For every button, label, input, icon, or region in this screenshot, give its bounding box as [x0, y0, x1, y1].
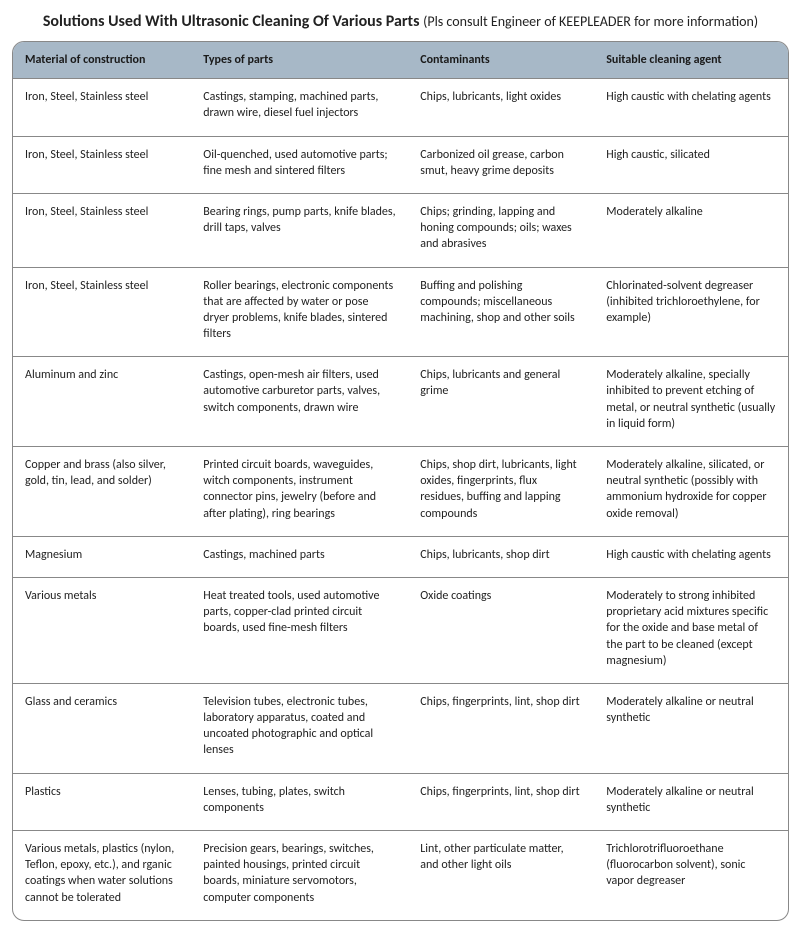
cell-types: Lenses, tubing, plates, switch component… — [191, 773, 408, 830]
table-row: Aluminum and zinc Castings, open-mesh ai… — [13, 357, 788, 447]
cell-material: Iron, Steel, Stainless steel — [13, 267, 191, 357]
cell-contaminants: Chips; grinding, lapping and honing comp… — [408, 193, 594, 267]
table-row: Various metals, plastics (nylon, Teflon,… — [13, 831, 788, 920]
cell-types: Bearing rings, pump parts, knife blades,… — [191, 193, 408, 267]
table-header-row: Material of construction Types of parts … — [13, 42, 788, 79]
cell-material: Plastics — [13, 773, 191, 830]
header-material: Material of construction — [13, 42, 191, 79]
table-row: Iron, Steel, Stainless steel Castings, s… — [13, 79, 788, 136]
table-row: Various metals Heat treated tools, used … — [13, 577, 788, 683]
cell-contaminants: Lint, other particulate matter, and othe… — [408, 831, 594, 920]
cell-types: Castings, stamping, machined parts, draw… — [191, 79, 408, 136]
cell-material: Iron, Steel, Stainless steel — [13, 79, 191, 136]
header-agent: Suitable cleaning agent — [594, 42, 788, 79]
cell-agent: Moderately to strong inhibited proprieta… — [594, 577, 788, 683]
table-row: Iron, Steel, Stainless steel Roller bear… — [13, 267, 788, 357]
cell-agent: High caustic with chelating agents — [594, 79, 788, 136]
cell-material: Various metals, plastics (nylon, Teflon,… — [13, 831, 191, 920]
cell-types: Television tubes, electronic tubes, labo… — [191, 683, 408, 773]
cell-contaminants: Carbonized oil grease, carbon smut, heav… — [408, 136, 594, 193]
solutions-table: Material of construction Types of parts … — [13, 42, 788, 920]
cell-material: Iron, Steel, Stainless steel — [13, 136, 191, 193]
cell-types: Printed circuit boards, waveguides, witc… — [191, 447, 408, 537]
cell-contaminants: Chips, shop dirt, lubricants, light oxid… — [408, 447, 594, 537]
cell-types: Oil-quenched, used automotive parts; fin… — [191, 136, 408, 193]
cell-agent: Moderately alkaline, silicated, or neutr… — [594, 447, 788, 537]
cell-agent: High caustic, silicated — [594, 136, 788, 193]
title-main: Solutions Used With Ultrasonic Cleaning … — [43, 12, 420, 31]
cell-material: Magnesium — [13, 536, 191, 577]
solutions-table-container: Material of construction Types of parts … — [12, 41, 789, 921]
header-contaminants: Contaminants — [408, 42, 594, 79]
table-row: Plastics Lenses, tubing, plates, switch … — [13, 773, 788, 830]
cell-material: Aluminum and zinc — [13, 357, 191, 447]
table-row: Magnesium Castings, machined parts Chips… — [13, 536, 788, 577]
cell-agent: Trichlorotrifluoroethane (fluorocarbon s… — [594, 831, 788, 920]
cell-types: Roller bearings, electronic components t… — [191, 267, 408, 357]
cell-agent: Moderately alkaline or neutral synthetic — [594, 773, 788, 830]
table-row: Iron, Steel, Stainless steel Bearing rin… — [13, 193, 788, 267]
cell-material: Iron, Steel, Stainless steel — [13, 193, 191, 267]
cell-types: Precision gears, bearings, switches, pai… — [191, 831, 408, 920]
cell-agent: Moderately alkaline — [594, 193, 788, 267]
cell-types: Heat treated tools, used automotive part… — [191, 577, 408, 683]
cell-agent: Chlorinated-solvent degreaser (inhibited… — [594, 267, 788, 357]
cell-contaminants: Oxide coatings — [408, 577, 594, 683]
table-body: Iron, Steel, Stainless steel Castings, s… — [13, 79, 788, 920]
cell-material: Various metals — [13, 577, 191, 683]
header-types: Types of parts — [191, 42, 408, 79]
cell-agent: High caustic with chelating agents — [594, 536, 788, 577]
table-row: Iron, Steel, Stainless steel Oil-quenche… — [13, 136, 788, 193]
page-title: Solutions Used With Ultrasonic Cleaning … — [12, 12, 789, 31]
table-row: Copper and brass (also silver, gold, tin… — [13, 447, 788, 537]
cell-contaminants: Chips, fingerprints, lint, shop dirt — [408, 773, 594, 830]
cell-material: Copper and brass (also silver, gold, tin… — [13, 447, 191, 537]
cell-agent: Moderately alkaline or neutral synthetic — [594, 683, 788, 773]
cell-contaminants: Chips, lubricants, shop dirt — [408, 536, 594, 577]
cell-types: Castings, machined parts — [191, 536, 408, 577]
cell-contaminants: Chips, lubricants, light oxides — [408, 79, 594, 136]
table-row: Glass and ceramics Television tubes, ele… — [13, 683, 788, 773]
cell-material: Glass and ceramics — [13, 683, 191, 773]
cell-contaminants: Chips, lubricants and general grime — [408, 357, 594, 447]
cell-contaminants: Chips, fingerprints, lint, shop dirt — [408, 683, 594, 773]
cell-contaminants: Buffing and polishing compounds; miscell… — [408, 267, 594, 357]
cell-agent: Moderately alkaline, specially inhibited… — [594, 357, 788, 447]
title-sub: (Pls consult Engineer of KEEPLEADER for … — [423, 13, 758, 30]
cell-types: Castings, open-mesh air filters, used au… — [191, 357, 408, 447]
